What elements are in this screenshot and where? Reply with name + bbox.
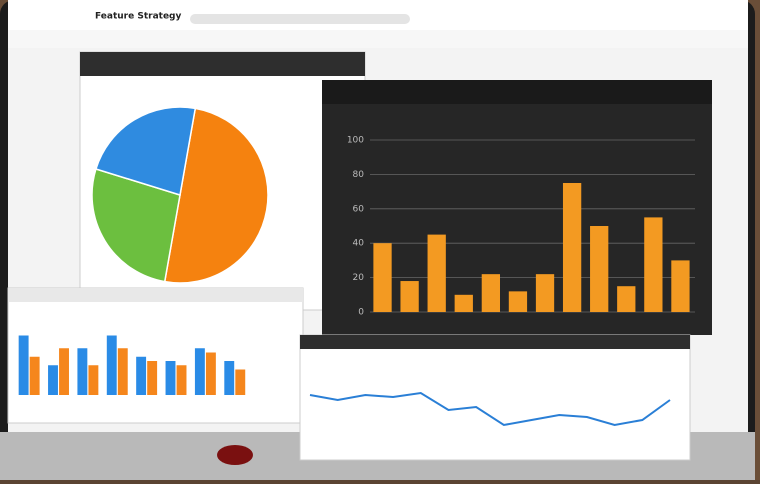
small-bar-panel	[7, 287, 304, 424]
y-tick-label: 60	[353, 204, 365, 214]
panel-header	[8, 288, 303, 302]
pie-slice	[163, 107, 269, 284]
bar	[165, 361, 176, 395]
nav-bar	[8, 30, 748, 48]
bar	[18, 335, 29, 395]
bar	[48, 365, 58, 395]
y-tick-label: 100	[347, 136, 364, 146]
bar	[224, 361, 235, 395]
bar	[29, 356, 40, 395]
bar	[373, 243, 392, 312]
line	[309, 391, 671, 427]
bar	[644, 217, 663, 312]
bar	[106, 335, 117, 395]
bar	[117, 348, 128, 395]
panel-header	[322, 80, 712, 104]
y-tick-label: 0	[358, 308, 364, 318]
bar	[235, 369, 246, 395]
bar	[535, 274, 555, 312]
bar	[147, 361, 158, 395]
line-panel	[299, 334, 691, 461]
bar	[427, 234, 446, 312]
app-title: Feature Strategy	[95, 12, 181, 22]
bar	[77, 348, 88, 395]
home-button[interactable]	[217, 445, 253, 465]
y-tick-label: 40	[353, 239, 365, 249]
bar	[136, 356, 147, 395]
y-tick-label: 20	[353, 273, 365, 283]
bar	[671, 260, 690, 312]
panel-header	[80, 52, 365, 76]
bar	[176, 365, 187, 395]
bar	[88, 365, 99, 395]
bar	[508, 291, 528, 312]
bar	[562, 183, 582, 312]
bar	[481, 274, 500, 312]
bar	[59, 348, 69, 395]
panel-header	[300, 335, 690, 349]
bar	[400, 281, 419, 312]
bar	[590, 226, 609, 312]
bar	[617, 286, 636, 312]
bar	[194, 348, 205, 395]
pie-slice	[94, 106, 197, 196]
pie-slice	[91, 168, 181, 283]
search-box[interactable]	[190, 14, 410, 24]
bar	[454, 294, 473, 312]
y-tick-label: 80	[353, 170, 365, 180]
bar	[205, 352, 216, 395]
